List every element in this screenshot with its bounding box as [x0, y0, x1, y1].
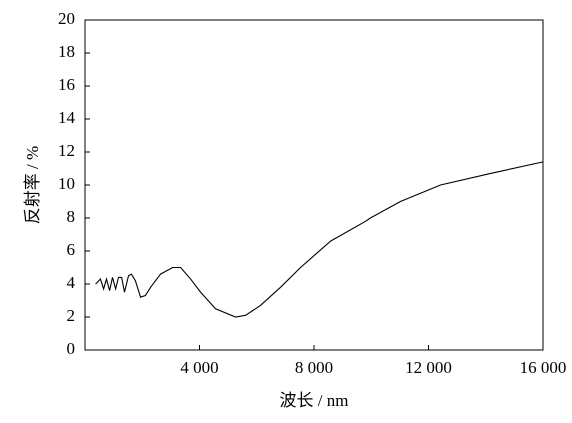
x-tick-label: 8 000: [295, 358, 333, 377]
y-tick-label: 12: [58, 141, 75, 160]
y-tick-label: 14: [58, 108, 76, 127]
y-tick-label: 2: [67, 306, 76, 325]
y-tick-label: 8: [67, 207, 76, 226]
y-tick-label: 18: [58, 42, 75, 61]
y-tick-label: 0: [67, 339, 76, 358]
x-tick-label: 4 000: [180, 358, 218, 377]
data-line: [95, 161, 544, 318]
plot-frame: [84, 19, 544, 351]
y-tick-label: 20: [58, 9, 75, 28]
x-tick-label: 16 000: [520, 358, 567, 377]
y-tick-label: 6: [67, 240, 76, 259]
y-tick-label: 4: [67, 273, 76, 292]
y-tick-label: 10: [58, 174, 75, 193]
x-tick-label: 12 000: [405, 358, 452, 377]
x-axis-label: 波长 / nm: [280, 391, 349, 410]
y-tick-label: 16: [58, 75, 75, 94]
y-axis-label: 反射率 / %: [23, 146, 42, 224]
